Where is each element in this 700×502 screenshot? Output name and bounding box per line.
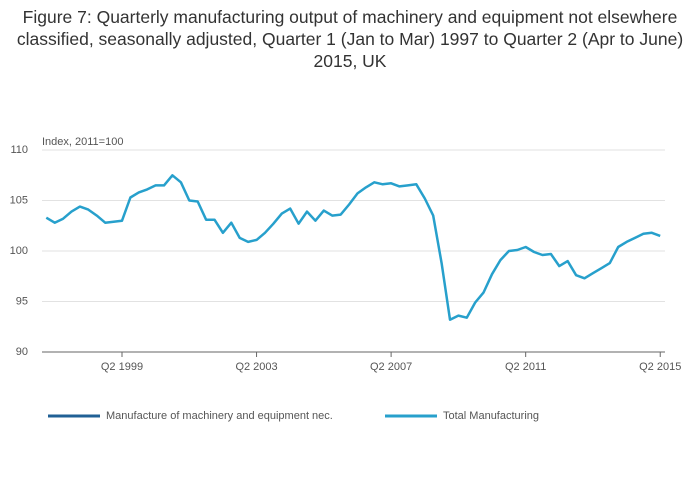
legend-label: Total Manufacturing (443, 410, 539, 422)
line-series (45, 174, 661, 321)
x-tick-label: Q2 1999 (101, 361, 143, 373)
x-tick-label: Q2 2007 (370, 361, 412, 373)
x-tick-label: Q2 2011 (505, 361, 546, 373)
chart-title: Figure 7: Quarterly manufacturing output… (16, 7, 684, 71)
x-tick-label: Q2 2015 (639, 361, 681, 373)
y-tick-label: 90 (16, 346, 28, 358)
legend-label: Manufacture of machinery and equipment n… (106, 410, 333, 422)
x-tick-label: Q2 2003 (235, 361, 277, 373)
y-tick-label: 100 (10, 245, 28, 257)
y-tick-label: 110 (10, 144, 28, 156)
y-axis-label: Index, 2011=100 (42, 136, 123, 148)
y-tick-label: 105 (10, 194, 28, 206)
y-tick-label: 95 (16, 295, 28, 307)
